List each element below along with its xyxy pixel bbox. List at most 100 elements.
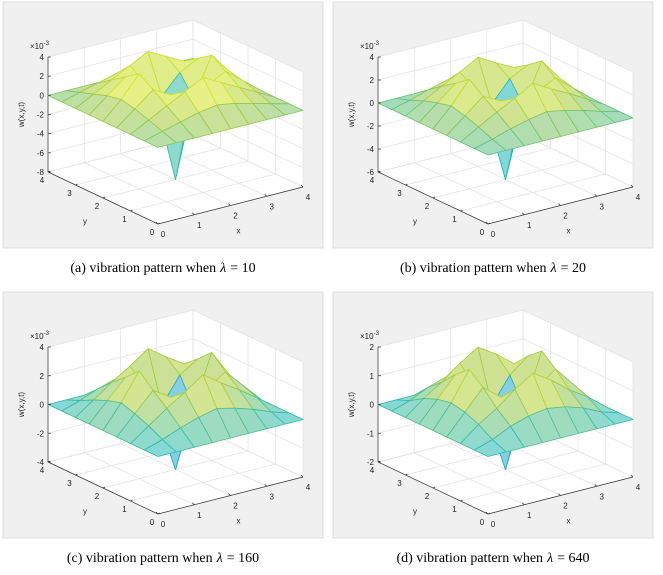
x-axis-label: x xyxy=(237,517,241,526)
x-tick-label: 0 xyxy=(161,230,166,239)
x-tick xyxy=(264,194,267,197)
z-tick-label: 4 xyxy=(40,343,45,352)
caption-relation: = 640 xyxy=(557,551,589,566)
x-tick-label: 2 xyxy=(563,212,568,221)
x-tick-label: 0 xyxy=(491,520,496,529)
x-axis-label: x xyxy=(237,227,241,236)
y-tick xyxy=(75,183,78,186)
x-tick-label: 2 xyxy=(563,502,568,511)
caption: (d) vibration pattern when λ = 640 xyxy=(396,551,589,566)
x-tick xyxy=(594,484,597,487)
caption-relation: = 10 xyxy=(230,261,255,276)
x-tick-label: 4 xyxy=(306,483,311,492)
y-grid-line xyxy=(460,349,606,502)
exponent-power: -3 xyxy=(374,331,380,337)
x-tick-label: 2 xyxy=(233,212,238,221)
z-tick-label: 0 xyxy=(40,401,45,410)
z-tick-label: -4 xyxy=(37,458,45,467)
x-tick-label: 1 xyxy=(527,221,532,230)
x-tick xyxy=(522,502,525,505)
panel: 4 2 0 -2 -4 -6 0 1 2 3 4 0 1 2 3 4 x y w(x,y,t) ×10-3 xyxy=(332,1,654,249)
surface-cell xyxy=(473,439,507,457)
caption-relation: = 160 xyxy=(227,551,259,566)
caption-symbol: λ xyxy=(546,551,553,566)
y-tick-label: 3 xyxy=(397,189,402,198)
x-tick-label: 1 xyxy=(197,511,202,520)
z-tick-label: 0 xyxy=(370,401,375,410)
caption-label: (c) vibration pattern when xyxy=(67,551,213,566)
x-tick xyxy=(155,511,159,515)
z-tick-label: -2 xyxy=(37,429,45,438)
caption-label: (b) vibration pattern when xyxy=(400,261,547,276)
caption-label: (d) vibration pattern when xyxy=(396,551,543,566)
y-tick-label: 0 xyxy=(480,518,485,527)
caption-symbol: λ xyxy=(219,261,226,276)
y-tick-label: 4 xyxy=(40,176,45,185)
y-tick xyxy=(405,473,408,476)
y-tick xyxy=(130,209,133,212)
y-tick-label: 0 xyxy=(150,518,155,527)
y-tick-label: 0 xyxy=(480,228,485,237)
z-axis-label: w(x,y,t) xyxy=(17,392,26,419)
y-tick-label: 4 xyxy=(40,466,45,475)
z-axis-label: w(x,y,t) xyxy=(347,392,356,419)
z-tick-label: -4 xyxy=(367,145,375,154)
y-tick xyxy=(377,170,381,173)
x-tick-label: 3 xyxy=(600,492,605,501)
y-tick-label: 1 xyxy=(122,215,127,224)
y-tick-label: 3 xyxy=(67,479,72,488)
x-tick xyxy=(264,484,267,487)
y-tick xyxy=(487,512,491,515)
caption-symbol: λ xyxy=(216,551,223,566)
y-tick-label: 4 xyxy=(370,466,375,475)
y-tick xyxy=(157,222,161,225)
exponent-base: ×10 xyxy=(360,42,374,51)
y-tick xyxy=(377,460,381,463)
z-tick-label: 4 xyxy=(40,53,45,62)
y-tick xyxy=(102,196,106,199)
y-tick-label: 3 xyxy=(397,479,402,488)
z-tick-label: 2 xyxy=(40,72,45,81)
y-tick xyxy=(102,486,106,489)
x-tick-label: 3 xyxy=(270,492,275,501)
z-tick-label: 2 xyxy=(370,343,375,352)
exponent-power: -3 xyxy=(44,331,50,337)
y-tick-label: 1 xyxy=(452,215,457,224)
x-tick xyxy=(630,474,634,478)
z-tick-label: 2 xyxy=(40,372,45,381)
y-axis-label: y xyxy=(83,217,87,226)
x-axis-label: x xyxy=(567,227,571,236)
y-axis-label: y xyxy=(413,217,417,226)
z-tick-label: -2 xyxy=(367,458,375,467)
y-tick-label: 2 xyxy=(95,492,100,501)
y-tick-label: 0 xyxy=(150,228,155,237)
y-tick xyxy=(432,196,436,199)
x-tick xyxy=(300,184,304,188)
x-tick xyxy=(594,194,597,197)
panel: 4 2 0 -2 -4 -6 -8 0 1 2 3 4 0 1 2 3 4 x y w(x,y,t) ×10-3 xyxy=(2,1,324,249)
axis-exponent: ×10-3 xyxy=(360,331,380,341)
exponent-power: -3 xyxy=(374,41,380,47)
z-tick-label: 0 xyxy=(370,99,375,108)
x-tick-label: 3 xyxy=(270,202,275,211)
caption-relation: = 20 xyxy=(561,261,586,276)
z-tick-label: 2 xyxy=(370,76,375,85)
y-tick xyxy=(75,473,78,476)
caption-symbol: λ xyxy=(550,261,557,276)
y-tick xyxy=(130,499,133,502)
z-tick-label: -2 xyxy=(367,122,375,131)
axis-exponent: ×10-3 xyxy=(30,331,50,341)
z-tick-label: 4 xyxy=(370,53,375,62)
y-grid-line xyxy=(460,59,606,212)
y-grid-line xyxy=(130,349,276,502)
y-grid-line xyxy=(102,336,249,489)
y-grid-line xyxy=(432,46,579,199)
x-tick-label: 0 xyxy=(161,520,166,529)
panel: 2 1 0 -1 -2 0 1 2 3 4 0 1 2 3 4 x y w(x,y,t) ×10-3 xyxy=(332,291,654,539)
x-tick-label: 4 xyxy=(636,193,641,202)
surface-cell xyxy=(143,131,177,148)
x-tick xyxy=(485,221,489,225)
y-tick-label: 1 xyxy=(122,505,127,514)
exponent-base: ×10 xyxy=(30,42,44,51)
